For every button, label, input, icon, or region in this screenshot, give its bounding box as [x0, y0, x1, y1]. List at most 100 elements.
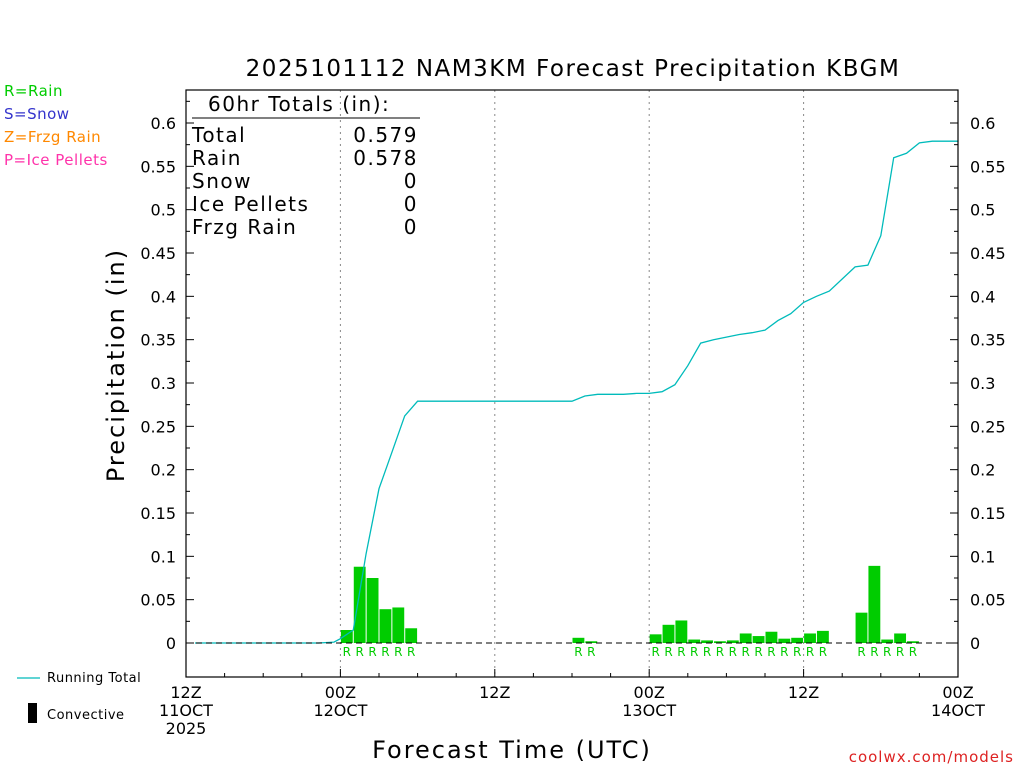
running-total-legend-label: Running Total [47, 671, 141, 686]
y-tick-label: 0.2 [151, 461, 176, 480]
x-tick-label: 13OCT [622, 701, 676, 720]
totals-label: Frzg Rain [192, 215, 297, 239]
precip-bar [894, 633, 907, 643]
convective-legend-label: Convective [47, 708, 125, 723]
totals-value: 0 [404, 215, 418, 239]
y-tick-label: 0.25 [140, 417, 176, 436]
totals-label: Snow [192, 169, 252, 193]
precip-bar [649, 634, 662, 643]
x-tick-label: 2025 [166, 719, 207, 738]
precip-bars [340, 565, 919, 643]
x-axis-label: Forecast Time (UTC) [372, 736, 652, 764]
precip-bar [804, 633, 816, 643]
bar-type-letter: R [394, 645, 402, 659]
precip-bar [881, 639, 894, 643]
line-legend: Running Total Convective [17, 671, 141, 723]
y-tick-label: 0.45 [970, 244, 1006, 263]
bar-type-letter: R [870, 645, 878, 659]
y-tick-label: 0.4 [151, 287, 176, 306]
bar-type-letter: R [793, 645, 801, 659]
bar-type-letter: R [742, 645, 750, 659]
x-tick-label: 14OCT [931, 701, 985, 720]
y-axis-left: 0 0.05 0.1 0.15 0.2 0.25 0.3 0.35 0.4 0.45 0.5 0.55… [140, 100, 194, 653]
y-tick-label: 0 [166, 634, 176, 653]
precip-bar [688, 639, 701, 643]
totals-value: 0.578 [353, 146, 418, 170]
bar-type-letter: R [587, 645, 595, 659]
bar-type-letter: R [690, 645, 698, 659]
y-tick-label: 0.15 [140, 504, 176, 523]
bar-type-letter: R [767, 645, 775, 659]
precip-bar [585, 641, 598, 643]
y-tick-label: 0.55 [970, 157, 1006, 176]
totals-label: Total [191, 123, 246, 147]
bar-type-letter: R [754, 645, 762, 659]
bar-type-letter: R [716, 645, 724, 659]
precip-bar [701, 640, 714, 643]
y-tick-label: 0.05 [970, 591, 1006, 610]
totals-box: 60hr Totals (in): Total 0.579 Rain 0.578 Snow… [191, 92, 420, 239]
precip-bar [405, 628, 418, 643]
precip-bar [379, 609, 392, 643]
y-tick-label: 0.1 [151, 547, 176, 566]
y-axis-label: Precipitation (in) [102, 248, 130, 482]
y-tick-label: 0 [970, 634, 980, 653]
x-tick-label: 11OCT [159, 701, 213, 720]
y-tick-label: 0.45 [140, 244, 176, 263]
precip-bar [739, 633, 752, 643]
precip-bar [791, 637, 804, 643]
precip-bar [816, 630, 829, 643]
y-tick-label: 0.6 [151, 114, 176, 133]
precip-bar [907, 641, 919, 643]
precip-bar [572, 637, 585, 643]
precip-bar [752, 636, 765, 643]
precip-bar [675, 620, 688, 643]
x-tick-label: 00Z [942, 683, 973, 702]
chart-title: 2025101112 NAM3KM Forecast Precipitation… [246, 56, 901, 82]
bar-type-letter: R [356, 645, 364, 659]
precip-bar [662, 624, 675, 643]
y-tick-label: 0.6 [970, 114, 995, 133]
bar-type-letter: R [909, 645, 917, 659]
gridlines [339, 90, 805, 677]
precip-bar [868, 565, 881, 643]
bar-type-letter: R [703, 645, 711, 659]
type-legend-entry: R=Rain [4, 82, 63, 100]
bar-type-letter: R [343, 645, 351, 659]
x-tick-label: 12OCT [313, 701, 367, 720]
bar-type-letter: R [368, 645, 376, 659]
bar-type-letter: R [806, 645, 814, 659]
bar-type-letter: R [819, 645, 827, 659]
y-tick-label: 0.25 [970, 417, 1006, 436]
bar-type-letter: R [381, 645, 389, 659]
precip-bar [392, 607, 405, 643]
bar-type-letter: R [574, 645, 582, 659]
y-tick-label: 0.3 [151, 374, 176, 393]
y-tick-label: 0.5 [151, 201, 176, 220]
y-tick-label: 0.1 [970, 547, 995, 566]
bar-type-letter: R [677, 645, 685, 659]
precip-bar [340, 630, 353, 643]
totals-value: 0 [404, 192, 418, 216]
plot-frame [185, 89, 959, 678]
precip-bar [714, 641, 726, 643]
bar-type-letter: R [780, 645, 788, 659]
precip-bar [765, 631, 778, 643]
bar-type-letter: R [651, 645, 659, 659]
bar-type-letter: R [407, 645, 415, 659]
y-tick-label: 0.55 [140, 157, 176, 176]
y-tick-label: 0.05 [140, 591, 176, 610]
x-tick-label: 12Z [170, 683, 201, 702]
totals-value: 0 [404, 169, 418, 193]
convective-swatch [28, 703, 37, 723]
type-legend: R=Rain S=Snow Z=Frzg Rain P=Ice Pellets [4, 82, 107, 169]
totals-value: 0.579 [353, 123, 418, 147]
y-axis-right: 0 0.05 0.1 0.15 0.2 0.25 0.3 0.35 0.4 0.45 0.5 0.55… [950, 100, 1006, 653]
x-tick-label: 00Z [634, 683, 665, 702]
y-tick-label: 0.4 [970, 287, 995, 306]
bar-type-letter: R [883, 645, 891, 659]
type-legend-entry: S=Snow [4, 105, 70, 123]
x-tick-label: 12Z [788, 683, 819, 702]
y-tick-label: 0.35 [970, 331, 1006, 350]
